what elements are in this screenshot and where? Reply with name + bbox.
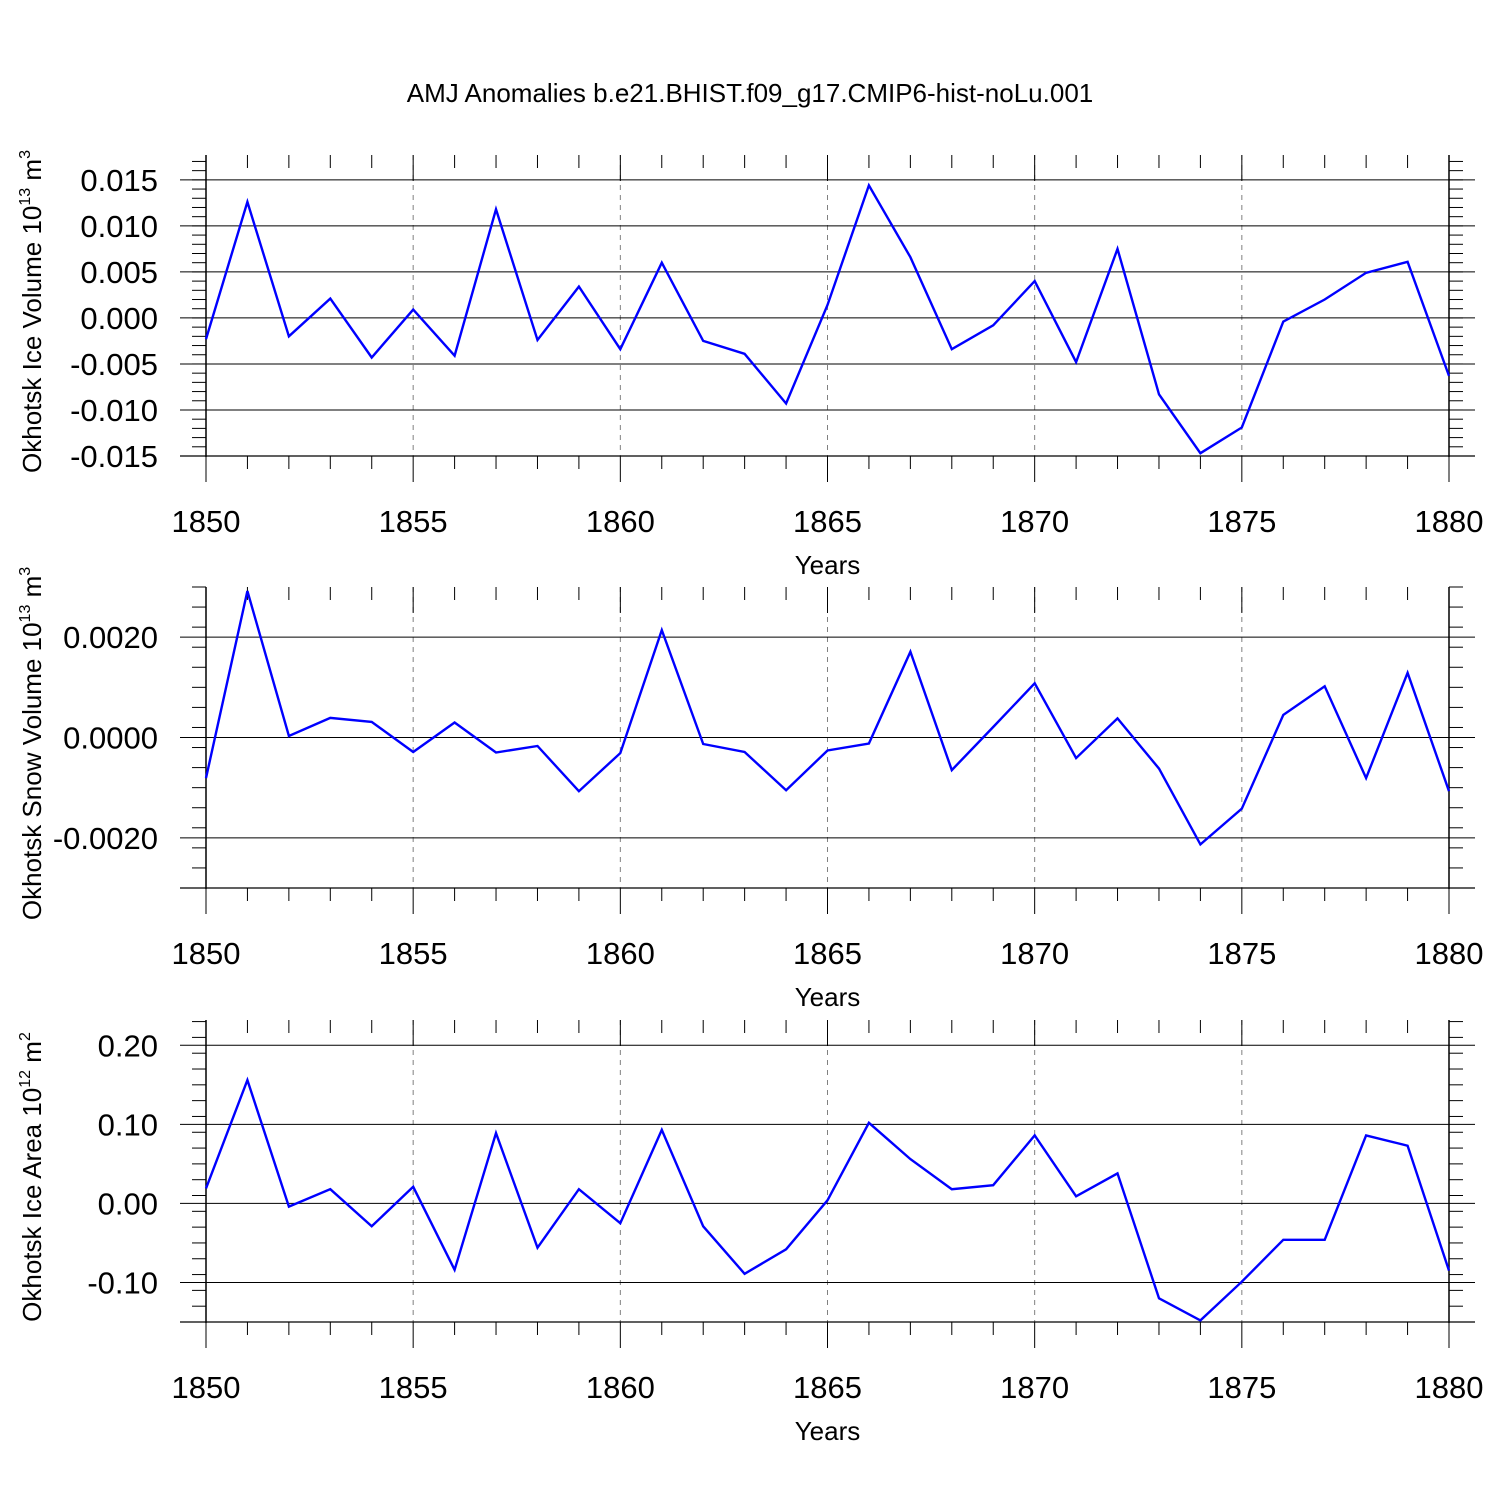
x-tick-label: 1860 [586,504,655,539]
x-tick-label: 1875 [1207,936,1276,971]
chart-panel-1: 1850 1855 1860 1865 1870 1875 1880 -0.015 -0.010… [17,150,1483,580]
y-tick-label: 0.015 [80,163,158,198]
x-tick-label: 1865 [793,504,862,539]
x-tick-label: 1850 [172,936,241,971]
x-tick-label: 1855 [379,936,448,971]
x-tick-label: 1870 [1000,1370,1069,1405]
x-tick-label: 1865 [793,1370,862,1405]
series-line [204,182,1451,455]
series-line [204,590,1451,847]
x-tick-label: 1875 [1207,1370,1276,1405]
y-axis-title: Okhotsk Ice Volume 1013 m3 [17,150,47,473]
x-tick-label: 1875 [1207,504,1276,539]
chart-panel-3: 1850 1855 1860 1865 1870 1875 1880 -0.10 0.00 0.1… [17,1020,1483,1446]
y-tick-label: 0.20 [98,1028,158,1063]
y-tick-label: -0.10 [87,1265,158,1300]
y-tick-label: -0.010 [70,393,158,428]
y-tick-label: 0.0020 [63,620,158,655]
chart-panel-2: 1850 1855 1860 1865 1870 1875 1880 -0.0020 0.000… [17,567,1483,1012]
y-tick-label: -0.0020 [53,821,158,856]
y-axis-title: Okhotsk Ice Area 1012 m2 [17,1032,47,1322]
x-tick-label: 1860 [586,1370,655,1405]
y-axis-title: Okhotsk Snow Volume 1013 m3 [17,567,47,920]
x-tick-label: 1870 [1000,504,1069,539]
y-tick-label: 0.000 [80,301,158,336]
x-tick-label: 1855 [379,1370,448,1405]
y-tick-label: 0.10 [98,1107,158,1142]
x-tick-label: 1865 [793,936,862,971]
series-line [204,1076,1451,1322]
x-tick-label: 1880 [1415,504,1484,539]
x-axis-title: Years [795,982,861,1012]
x-tick-label: 1880 [1415,1370,1484,1405]
page-title: AMJ Anomalies b.e21.BHIST.f09_g17.CMIP6-… [406,78,1094,108]
y-tick-label: 0.005 [80,255,158,290]
y-tick-label: -0.005 [70,347,158,382]
x-tick-label: 1850 [172,504,241,539]
y-tick-label: 0.00 [98,1186,158,1221]
y-tick-label: -0.015 [70,439,158,474]
x-axis-title: Years [795,1416,861,1446]
x-tick-label: 1850 [172,1370,241,1405]
x-tick-label: 1870 [1000,936,1069,971]
x-tick-label: 1860 [586,936,655,971]
x-axis-title: Years [795,550,861,580]
x-tick-label: 1855 [379,504,448,539]
y-tick-label: 0.0000 [63,721,158,756]
x-tick-label: 1880 [1415,936,1484,971]
y-tick-label: 0.010 [80,209,158,244]
